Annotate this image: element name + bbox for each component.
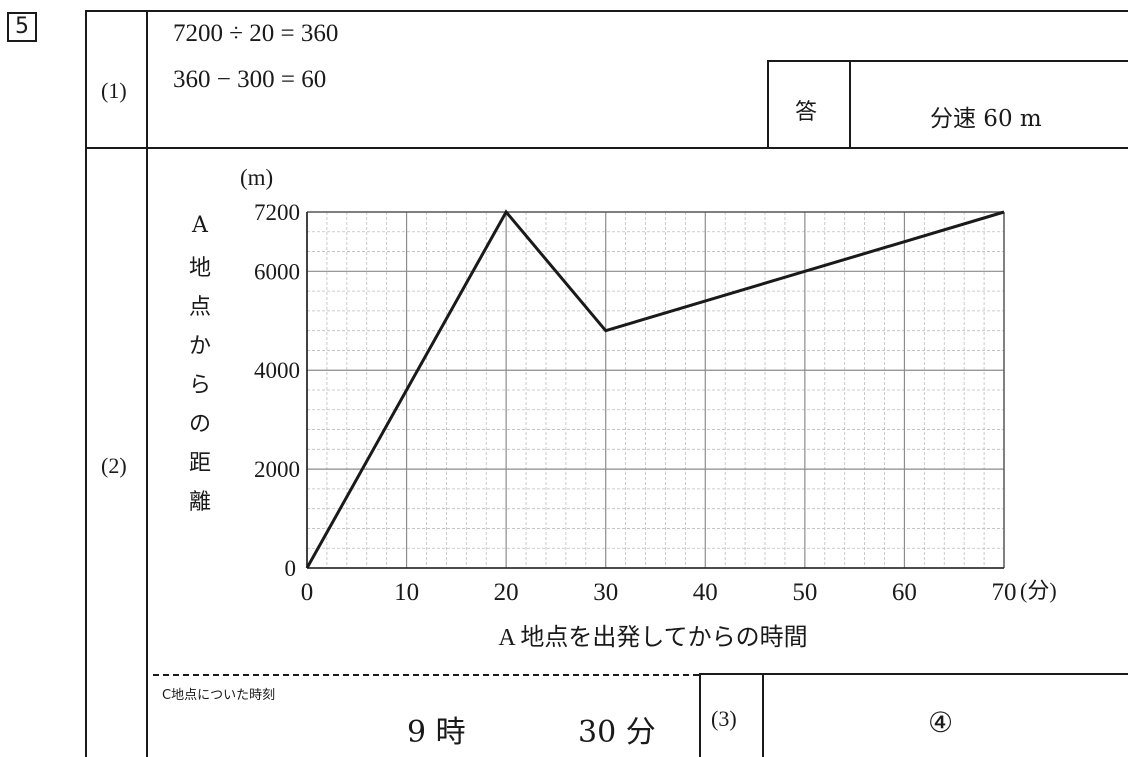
bottom-row-top [699,673,1128,675]
y-tick-label: 2000 [254,457,300,482]
equation-1: 7200 ÷ 20 = 360 [173,20,339,47]
x-tick-label: 70 [992,579,1017,606]
part-3-label: (3) [711,706,737,731]
y-axis-label-char: か [188,334,211,359]
arrival-hour: 9 時 [407,715,466,750]
equation-2: 360 − 300 = 60 [173,66,327,93]
x-tick-label: 40 [693,579,718,606]
table-left-border [85,10,87,757]
x-unit-label: (分) [1020,578,1057,603]
x-axis-title: A 地点を出発してからの時間 [498,624,807,651]
part-1-label: (1) [101,78,127,103]
distance-series-line [305,209,1005,569]
bottom-divider-a [699,673,701,757]
bottom-divider-b [762,673,764,757]
label-column-divider [146,10,148,757]
answer-box-divider [849,60,851,148]
y-tick-label: 6000 [254,259,300,284]
x-tick-label: 60 [892,579,917,606]
x-tick-label: 10 [394,579,419,606]
y-axis-label-char: A [192,213,208,238]
answer-box-left [767,60,769,148]
y-tick-label: 0 [285,556,297,581]
x-tick-label: 20 [494,579,519,606]
problem-number: 5 [7,12,37,42]
arrival-caption: C地点についた時刻 [162,688,276,703]
y-tick-label: 4000 [254,358,300,383]
table-top-border [85,10,1128,12]
y-axis-label-char: 地 [188,256,211,281]
x-tick-label: 30 [593,579,618,606]
x-tick-label: 0 [301,579,314,606]
y-unit-label: (m) [240,165,273,190]
dashed-divider [153,674,699,676]
part-3-answer: ④ [928,706,954,739]
answer-value: 分速 60 m [930,106,1042,132]
y-axis-label-char: 点 [188,295,211,320]
y-axis-label-char: の [188,412,211,437]
y-axis-label-char: 距 [188,451,211,476]
y-axis-label-char: 離 [188,490,211,515]
arrival-minute: 30 分 [578,715,656,750]
part-2-label: (2) [101,453,127,478]
answer-box-top [767,60,1128,62]
y-tick-label: 7200 [254,200,300,225]
y-axis-label-char: ら [188,373,211,398]
row-divider-1 [85,147,1128,149]
answer-label: 答 [795,100,818,125]
x-tick-label: 50 [792,579,817,606]
